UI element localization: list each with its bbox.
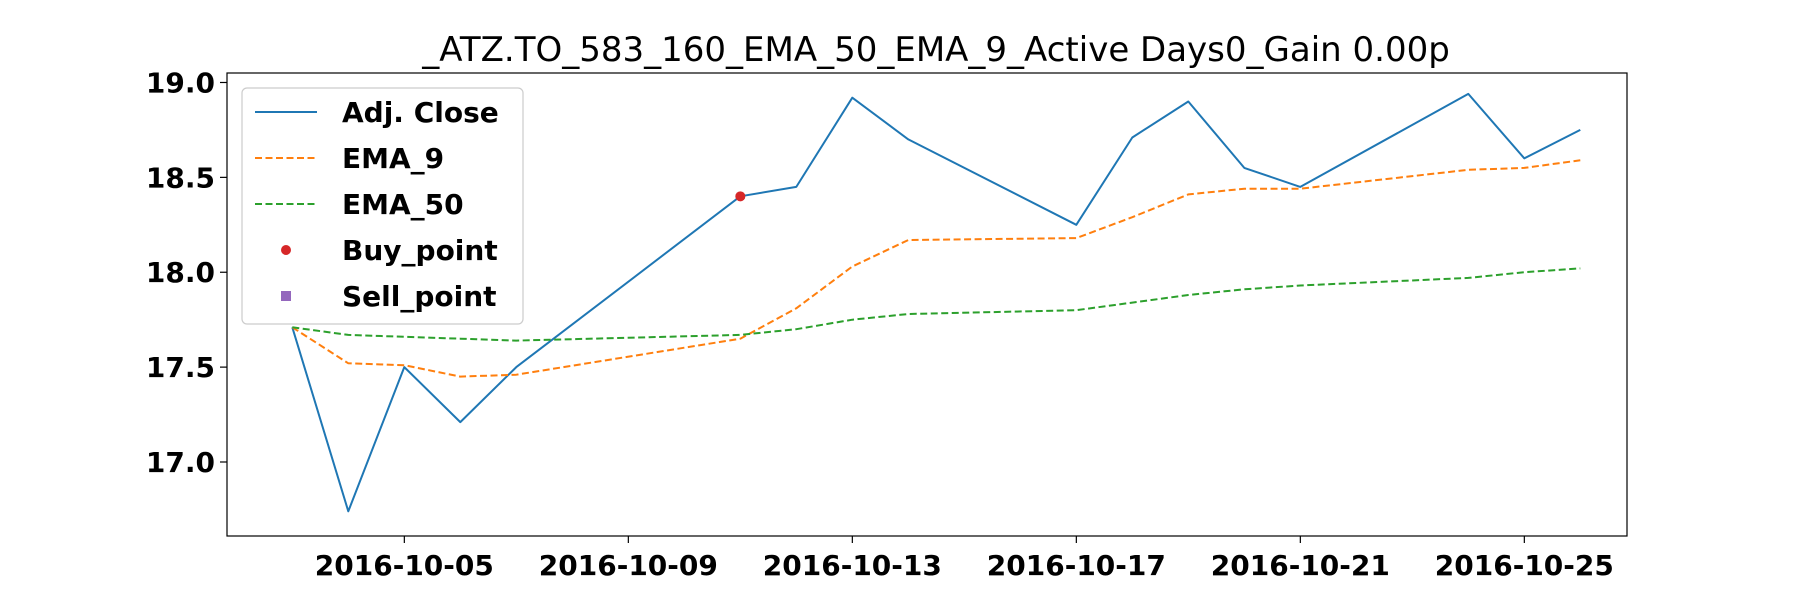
y-tick-label: 19.0 [146, 66, 215, 99]
legend-swatch-buy-point [281, 245, 291, 255]
x-tick-label: 2016-10-05 [315, 549, 494, 582]
buy-point-marker [735, 191, 746, 202]
x-tick-label: 2016-10-17 [987, 549, 1166, 582]
legend-label-adj-close: Adj. Close [342, 96, 499, 129]
legend-label-ema-9: EMA_9 [342, 142, 444, 175]
series-layer [291, 92, 1581, 513]
y-tick-label: 17.5 [146, 351, 215, 384]
x-tick-label: 2016-10-21 [1211, 549, 1390, 582]
y-axis: 17.0 17.5 18.0 18.5 19.0 [146, 66, 227, 479]
legend-box [241, 87, 524, 325]
x-tick-label: 2016-10-09 [539, 549, 718, 582]
y-tick-label: 18.5 [146, 161, 215, 194]
legend: Adj. Close EMA_9 EMA_50 Buy_point Sell_point [241, 87, 524, 325]
series-line-ema-50 [292, 267, 1581, 342]
series-line-ema-9 [291, 159, 1581, 378]
marker-layer [735, 191, 746, 202]
chart-title: _ATZ.TO_583_160_EMA_50_EMA_9_Active Days… [421, 30, 1450, 70]
x-tick-label: 2016-10-13 [763, 549, 942, 582]
y-tick-label: 17.0 [146, 446, 215, 479]
legend-label-buy-point: Buy_point [342, 234, 498, 267]
legend-label-sell-point: Sell_point [342, 280, 497, 313]
legend-label-ema-50: EMA_50 [342, 188, 464, 221]
x-tick-label: 2016-10-25 [1435, 549, 1614, 582]
y-tick-label: 18.0 [146, 256, 215, 289]
legend-swatch-sell-point [281, 291, 291, 301]
plot-frame [226, 72, 1628, 537]
x-axis: 2016-10-05 2016-10-09 2016-10-13 2016-10-17… [315, 536, 1614, 582]
series-line-adj-close [291, 92, 1581, 513]
